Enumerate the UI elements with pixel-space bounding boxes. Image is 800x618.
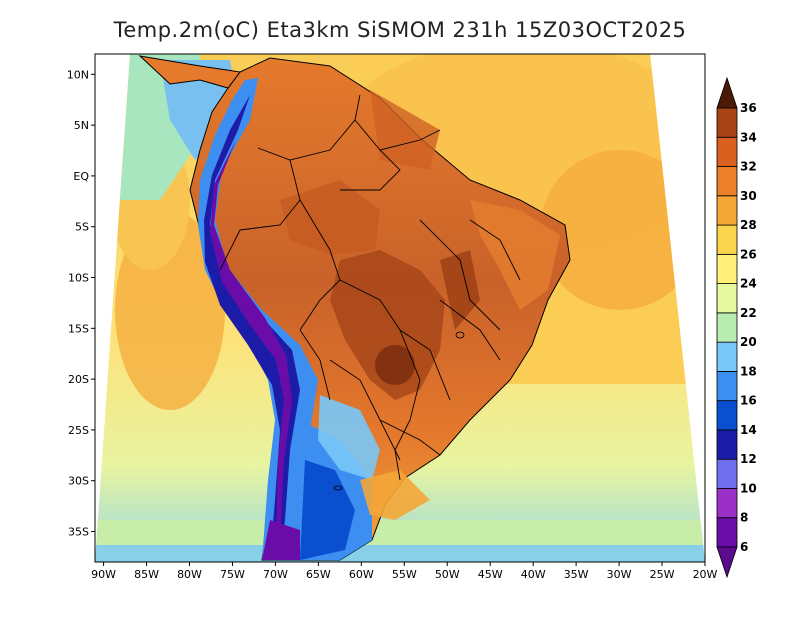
colorbar-label: 34	[740, 130, 757, 144]
colorbar-segment	[716, 195, 738, 226]
colorbar: 6 8 10 12 14 16 18 20 22 24 26 28 30 32 34 36	[716, 76, 757, 579]
lon-tick-label: 65W	[306, 568, 331, 581]
lat-tick-label: 35S	[68, 526, 89, 539]
colorbar-label: 16	[740, 394, 757, 408]
lon-tick-label: 55W	[392, 568, 417, 581]
lon-tick-label: 90W	[91, 568, 116, 581]
map-title: Temp.2m(oC) Eta3km SiSMOM 231h 15Z03OCT2…	[113, 18, 687, 42]
lon-tick-label: 60W	[349, 568, 374, 581]
lon-tick-label: 75W	[220, 568, 245, 581]
colorbar-label: 24	[740, 277, 757, 291]
colorbar-segment	[716, 224, 738, 255]
map-border	[94, 53, 706, 563]
lon-tick-label: 50W	[435, 568, 460, 581]
colorbar-segment	[716, 488, 738, 519]
lat-tick-label: 20S	[68, 373, 89, 386]
lat-tick-label: 5S	[75, 221, 89, 234]
colorbar-segment	[716, 517, 738, 548]
colorbar-label: 36	[740, 101, 757, 115]
lat-tick-label: 5N	[74, 119, 89, 132]
latitude-axis: 10N 5N EQ 5S 10S 15S 20S 25S 30S 35S	[67, 68, 95, 539]
colorbar-label: 30	[740, 189, 757, 203]
colorbar-label: 10	[740, 481, 757, 495]
colorbar-label: 20	[740, 335, 757, 349]
lat-tick-label: EQ	[73, 170, 89, 183]
longitude-axis: 90W 85W 80W 75W 70W 65W 60W 55W 50W 45W 40W 35W 30W 2…	[91, 562, 718, 581]
lat-tick-label: 30S	[68, 475, 89, 488]
country-borders	[219, 94, 521, 481]
colorbar-label: 32	[740, 160, 757, 174]
lon-tick-label: 80W	[177, 568, 202, 581]
lat-tick-label: 10N	[67, 68, 89, 81]
colorbar-segment	[716, 400, 738, 431]
lon-tick-label: 85W	[134, 568, 159, 581]
temperature-field	[95, 54, 705, 562]
colorbar-segment	[716, 166, 738, 197]
colorbar-segment	[716, 312, 738, 343]
colorbar-label: 22	[740, 306, 757, 320]
lon-tick-label: 20W	[693, 568, 718, 581]
colorbar-segment	[716, 107, 738, 138]
colorbar-label: 14	[740, 423, 757, 437]
colorbar-label: 6	[740, 540, 748, 554]
colorbar-label: 28	[740, 218, 757, 232]
lat-tick-label: 10S	[68, 272, 89, 285]
colorbar-segment	[716, 370, 738, 402]
lon-tick-label: 45W	[478, 568, 503, 581]
lat-tick-label: 25S	[68, 424, 89, 437]
colorbar-label: 8	[740, 511, 748, 525]
lon-tick-label: 40W	[521, 568, 546, 581]
colorbar-segment	[716, 253, 738, 284]
lon-tick-label: 70W	[263, 568, 288, 581]
colorbar-segment	[716, 283, 738, 314]
colorbar-label: 18	[740, 364, 757, 378]
colorbar-label: 12	[740, 452, 757, 466]
colorbar-segment	[716, 341, 738, 372]
colorbar-segment	[716, 429, 738, 460]
colorbar-label: 26	[740, 247, 757, 261]
colorbar-segment	[716, 458, 738, 489]
colorbar-low-extension	[716, 546, 738, 579]
lon-tick-label: 30W	[607, 568, 632, 581]
lon-tick-label: 35W	[564, 568, 589, 581]
colorbar-high-extension	[716, 76, 738, 109]
lon-tick-label: 25W	[650, 568, 675, 581]
lat-tick-label: 15S	[68, 322, 89, 335]
colorbar-segment	[716, 136, 738, 167]
